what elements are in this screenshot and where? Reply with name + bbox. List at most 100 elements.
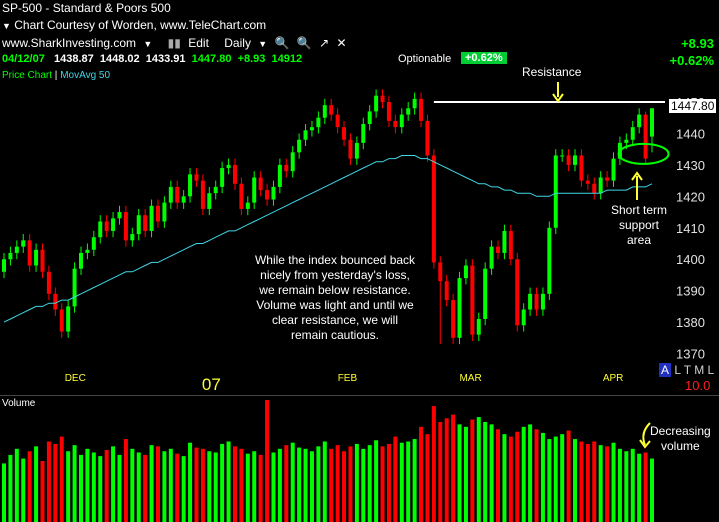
candle-body (585, 180, 590, 184)
courtesy-row: ▼ Chart Courtesy of Worden, www.TeleChar… (2, 18, 266, 32)
volume-bar (630, 448, 635, 522)
volume-chart[interactable] (0, 395, 719, 522)
volume-bar (406, 441, 411, 522)
volume-bar (277, 448, 282, 522)
candle-body (130, 234, 135, 241)
candle-body (399, 114, 404, 128)
candle-body (502, 230, 507, 253)
volume-arrow-head (639, 439, 651, 449)
volume-bar (200, 448, 205, 522)
candle-body (528, 293, 533, 310)
volume-bar (2, 463, 6, 522)
y-tick-label: 1390 (676, 284, 705, 299)
volume-bar (354, 443, 359, 522)
candle-body (277, 164, 282, 187)
candle-body (521, 309, 526, 326)
site-dropdown-icon[interactable]: ▼ (143, 39, 153, 49)
candle-body (316, 117, 321, 128)
volume-bar (585, 443, 590, 522)
period-select[interactable]: Daily (224, 36, 251, 50)
candle-body (290, 152, 295, 172)
volume-bar (508, 436, 513, 522)
commentary-line6: remain cautious. (290, 328, 380, 342)
y-tick-label: 1420 (676, 189, 705, 204)
scale-l2-button[interactable]: L (707, 363, 715, 377)
support-note: Short term support area (611, 203, 667, 248)
quote-volume: 14912 (271, 53, 303, 65)
candle-body (534, 293, 539, 310)
candle-body (297, 139, 302, 153)
volume-bar (592, 441, 597, 522)
y-tick-label: 1410 (676, 221, 705, 236)
commentary-line5: clear resistance, we will (271, 313, 399, 327)
dropdown-arrow-icon[interactable]: ▼ (2, 21, 11, 31)
quote-close: 1447.80 (191, 53, 232, 65)
support-ellipse (617, 142, 670, 165)
volume-bar (463, 426, 468, 522)
scale-l-button[interactable]: L (674, 363, 681, 377)
site-link[interactable]: www.SharkInvesting.com (2, 36, 137, 50)
current-price-tag: 1447.80 (669, 99, 717, 113)
zoom-in-icon[interactable]: 🔍 (274, 36, 290, 50)
quote-low: 1433.91 (145, 53, 186, 65)
candle-body (194, 174, 199, 181)
candle-body (496, 246, 501, 253)
scale-t-button[interactable]: T (683, 363, 691, 377)
candle-body (380, 95, 385, 103)
price-chart[interactable]: 137013801390140014101420143014401450DEC0… (0, 0, 719, 395)
volume-bar (117, 454, 122, 522)
candle-body (643, 114, 648, 159)
candle-body (168, 186, 173, 203)
zoom-out-icon[interactable]: 🔍 (296, 36, 312, 50)
volume-bar (342, 451, 347, 522)
draw-tool-icon[interactable]: ↗ (319, 36, 330, 50)
bar-chart-icon[interactable]: ▮▮ (167, 36, 181, 50)
volume-bar (27, 451, 32, 522)
volume-bar (130, 448, 135, 522)
candle-body (14, 246, 19, 253)
volume-bar (399, 442, 404, 522)
candle-body (123, 212, 128, 241)
volume-bar (111, 446, 116, 522)
volume-bar (617, 448, 622, 522)
volume-bar (650, 458, 654, 522)
close-icon[interactable]: ✕ (336, 36, 347, 50)
y-tick-label: 1380 (676, 315, 705, 330)
candle-body (239, 183, 244, 209)
commentary-line3: we remain below resistance. (259, 283, 411, 297)
scale-a-button[interactable]: A (659, 363, 672, 377)
candle-body (53, 293, 58, 310)
volume-bar (98, 456, 103, 522)
candle-body (540, 293, 545, 310)
period-dropdown-icon[interactable]: ▼ (258, 39, 268, 49)
x-tick-label: MAR (459, 373, 481, 384)
volume-label: Volume (2, 398, 36, 409)
candle-body (78, 252, 83, 269)
y-tick-label: 1370 (676, 347, 705, 362)
volume-bar (393, 436, 398, 522)
candle-body (162, 202, 167, 222)
support-note-line1: Short term (611, 203, 668, 217)
movavg-label: MovAvg 50 (60, 70, 111, 81)
commentary-line4: Volume was light and until we (256, 298, 414, 312)
support-note-line2: support (618, 218, 660, 232)
candle-body (361, 124, 366, 143)
candle-body (258, 177, 263, 191)
volume-bar (21, 458, 26, 522)
scale-m-button[interactable]: M (694, 363, 705, 377)
y-tick-label: 1430 (676, 158, 705, 173)
candle-body (252, 177, 257, 203)
volume-bar (155, 446, 160, 522)
edit-button[interactable]: Edit (188, 36, 209, 50)
candle-body (348, 139, 353, 159)
candle-body (406, 108, 411, 115)
candle-body (181, 196, 186, 203)
volume-bar (34, 446, 39, 522)
volume-bar (303, 448, 308, 522)
candle-body (117, 212, 122, 219)
candle-body (284, 164, 289, 172)
quote-high: 1448.02 (99, 53, 140, 65)
candle-body (579, 155, 584, 181)
volume-bar (271, 452, 276, 522)
candle-body (547, 227, 552, 294)
